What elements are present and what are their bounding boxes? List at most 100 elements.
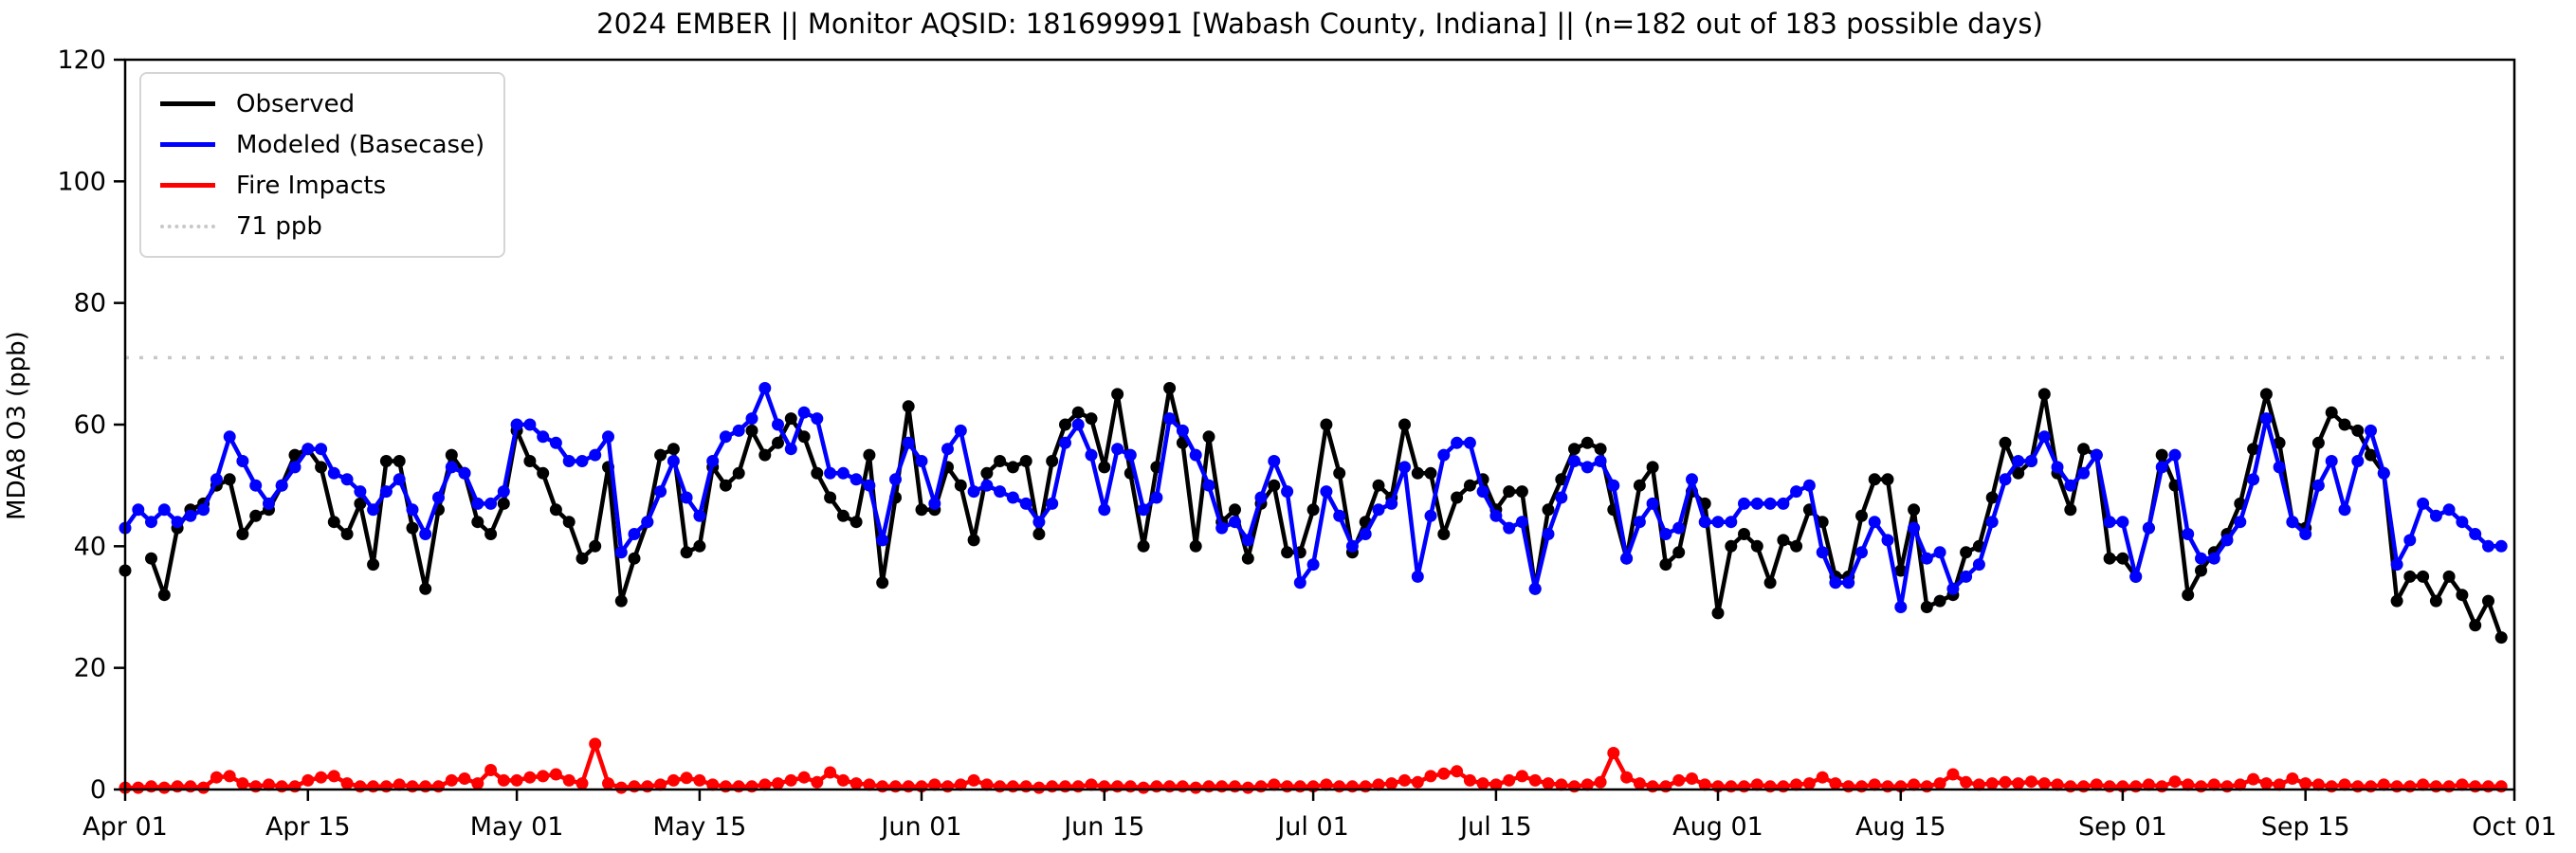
modeled-marker [2494,539,2508,553]
modeled-marker [980,479,994,492]
observed-marker [1894,564,1908,577]
fire-marker [2429,780,2442,793]
observed-marker [523,455,537,467]
fire-marker [850,777,863,790]
fire-marker [628,780,641,793]
fire-marker [197,781,210,794]
modeled-marker [850,473,863,486]
legend-label-modeled: Modeled (Basecase) [236,130,485,159]
x-tick-label: May 15 [653,812,747,842]
fire-marker [1881,780,1894,793]
observed-marker [2012,466,2025,480]
modeled-marker [1777,497,1790,510]
modeled-marker [1542,528,1555,540]
modeled-marker [1137,503,1150,517]
observed-marker [1711,607,1725,620]
modeled-marker [1202,479,1215,492]
modeled-marker [1580,461,1594,474]
observed-marker [1985,491,1999,504]
observed-marker [1202,430,1215,444]
fire-marker [1137,781,1150,794]
observed-marker [2469,619,2482,632]
observed-marker [379,455,393,467]
observed-marker [1920,601,1933,613]
observed-marker [2429,594,2442,608]
observed-marker [575,552,589,565]
observed-marker [1006,461,1019,474]
modeled-marker [1176,424,1189,437]
modeled-marker [1229,516,1241,529]
fire-marker [2234,778,2247,791]
modeled-marker [367,503,380,517]
observed-marker [340,528,354,540]
observed-marker [236,528,249,540]
modeled-marker [2037,430,2051,444]
modeled-marker [2155,461,2168,474]
legend-box: Observed Modeled (Basecase) Fire Impacts… [139,72,505,258]
fire-marker [1686,772,1698,785]
fire-marker [1385,777,1398,790]
modeled-marker [1816,546,1829,559]
observed-marker [1451,491,1464,504]
fire-marker [171,780,184,793]
fire-marker [145,780,157,793]
observed-marker [406,521,419,535]
observed-marker [1424,466,1437,480]
fire-marker [2142,778,2155,791]
fire-marker [1046,780,1059,793]
fire-marker [1006,780,1019,793]
fire-marker [1750,778,1763,791]
observed-marker [327,516,340,529]
observed-marker [2273,436,2286,449]
y-axis-label: MDA8 O3 (ppb) [3,331,31,520]
observed-marker [1515,485,1528,499]
modeled-marker [745,412,758,426]
fire-marker [745,780,758,793]
modeled-marker [772,418,784,431]
fire-marker [706,778,720,791]
modeled-marker [2482,539,2494,553]
fire-marker [1451,765,1464,778]
modeled-marker [1607,479,1620,492]
fire-marker [967,773,980,787]
modeled-marker [1098,503,1111,517]
observed-marker [145,552,157,565]
fire-marker [1215,780,1229,793]
fire-marker [263,778,275,791]
fire-marker [1071,780,1085,793]
modeled-marker [510,418,523,431]
modeled-marker [2051,461,2064,474]
fire-marker [1698,778,1711,791]
fire-marker [1842,780,1855,793]
fire-marker [497,773,510,787]
modeled-marker [2338,503,2351,517]
observed-marker [1137,539,1150,553]
fire-marker [2338,778,2351,791]
fire-marker [1293,780,1306,793]
modeled-marker [549,436,562,449]
observed-marker [2390,594,2403,608]
fire-marker [445,773,458,787]
modeled-marker [1960,570,1973,583]
x-tick-label: Oct 01 [2472,812,2557,842]
fire-marker [824,766,837,779]
fire-marker [132,781,145,794]
observed-marker [1999,436,2012,449]
observed-marker [1333,466,1346,480]
modeled-marker [1345,539,1359,553]
modeled-marker [1594,455,1607,467]
modeled-marker [2077,466,2091,480]
x-tick-label: Aug 15 [1855,812,1946,842]
modeled-marker [1451,436,1464,449]
observed-marker [2037,388,2051,401]
modeled-marker [2195,552,2207,565]
modeled-marker [954,424,967,437]
modeled-marker [2286,516,2299,529]
modeled-marker [1881,534,1894,547]
observed-marker [915,503,928,517]
observed-marker [2351,424,2365,437]
observed-marker [850,516,863,529]
modeled-marker [2259,412,2273,426]
fire-marker [354,780,367,793]
